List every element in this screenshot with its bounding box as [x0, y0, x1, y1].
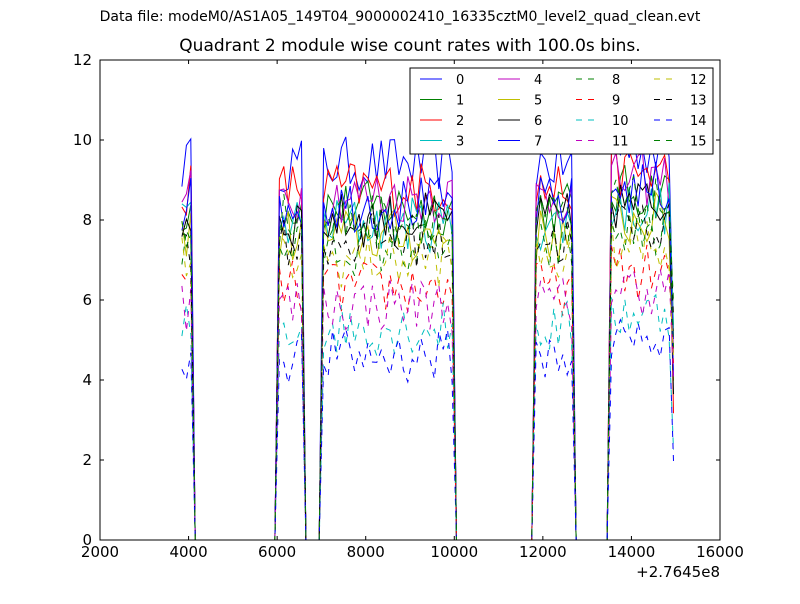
x-tick-label: 4000	[169, 543, 207, 561]
legend-label-4: 4	[534, 73, 542, 88]
series-line-6	[181, 182, 674, 541]
figure-suptitle: Data file: modeM0/AS1A05_149T04_90000024…	[99, 9, 701, 25]
legend-label-8: 8	[612, 73, 620, 88]
legend-label-14: 14	[690, 114, 707, 129]
y-tick-label: 6	[82, 291, 92, 309]
legend-label-6: 6	[534, 114, 542, 129]
legend-label-0: 0	[456, 73, 464, 88]
plot-lines	[181, 123, 674, 541]
x-tick-label: 16000	[696, 543, 744, 561]
series-line-13	[181, 203, 674, 541]
legend-label-12: 12	[690, 73, 707, 88]
series-line-9	[181, 244, 674, 541]
legend-label-11: 11	[612, 135, 629, 150]
legend-label-2: 2	[456, 114, 464, 129]
y-tick-label: 12	[73, 51, 92, 69]
legend-label-5: 5	[534, 94, 542, 109]
legend-label-9: 9	[612, 94, 620, 109]
y-tick-label: 0	[82, 531, 92, 549]
x-tick-label: 6000	[258, 543, 296, 561]
legend-label-10: 10	[612, 114, 629, 129]
x-tick-label: 14000	[608, 543, 656, 561]
chart-title: Quadrant 2 module wise count rates with …	[179, 36, 641, 56]
x-tick-label: 12000	[519, 543, 567, 561]
x-tick-label: 8000	[347, 543, 385, 561]
series-line-10	[181, 293, 674, 541]
y-tick-label: 10	[73, 131, 92, 149]
y-tick-label: 8	[82, 211, 92, 229]
series-line-11	[181, 268, 674, 541]
legend-box	[409, 67, 714, 155]
legend-label-13: 13	[690, 94, 707, 109]
series-line-4	[181, 151, 674, 541]
legend-label-15: 15	[690, 135, 707, 150]
y-tick-label: 2	[82, 451, 92, 469]
series-line-1	[181, 165, 674, 541]
legend-label-7: 7	[534, 135, 542, 150]
y-tick-label: 4	[82, 371, 92, 389]
x-tick-label: 2000	[81, 543, 119, 561]
x-offset-label: +2.7645e8	[636, 563, 720, 581]
x-axis: 2000 4000 6000 8000 10000 12000 14000 16000	[81, 60, 744, 561]
series-line-12	[181, 216, 674, 541]
x-tick-label: 10000	[430, 543, 478, 561]
legend-label-1: 1	[456, 94, 464, 109]
legend-label-3: 3	[456, 135, 464, 150]
series-line-14	[181, 318, 674, 541]
